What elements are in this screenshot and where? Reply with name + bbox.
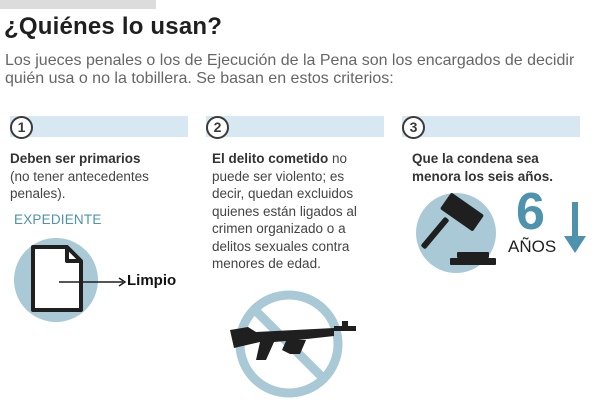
criterion-2-detail: no puede ser violento; es decir, quedan … (212, 151, 357, 271)
criterion-3-text: Que la condena sea menora los seis años. (412, 150, 582, 185)
page-title: ¿Quiénes lo usan? (4, 13, 223, 40)
criterion-3-number: 3 (402, 116, 425, 139)
criterion-3-bar (402, 116, 580, 137)
criterion-2-text: El delito cometido no puede ser violento… (212, 150, 372, 273)
top-decorative-bar (0, 0, 156, 9)
no-rifle-icon (230, 290, 356, 398)
criterion-2-number: 2 (206, 116, 229, 139)
document-icon (31, 245, 127, 312)
criterion-1-text: Deben ser primarios (no tener antecedent… (10, 150, 175, 203)
criterion-1-detail: (no tener antecedentes penales). (10, 168, 149, 202)
six-number: 6 (516, 183, 545, 241)
criterion-3-bold: Que la condena sea menora los seis años. (412, 151, 554, 184)
arrow-down-icon (564, 202, 586, 253)
intro-text: Los jueces penales o los de Ejecución de… (5, 52, 575, 87)
criterion-1-bar (10, 116, 188, 137)
expediente-label: EXPEDIENTE (14, 212, 102, 227)
gavel-icon (421, 193, 496, 265)
criterion-1-bold: Deben ser primarios (10, 151, 141, 166)
criterion-2-bold: El delito cometido (212, 151, 329, 166)
anos-label: AÑOS (508, 237, 557, 256)
criterion-2-bar (206, 116, 384, 137)
limpio-label: Limpio (127, 272, 177, 289)
criterion-1-number: 1 (10, 116, 33, 139)
